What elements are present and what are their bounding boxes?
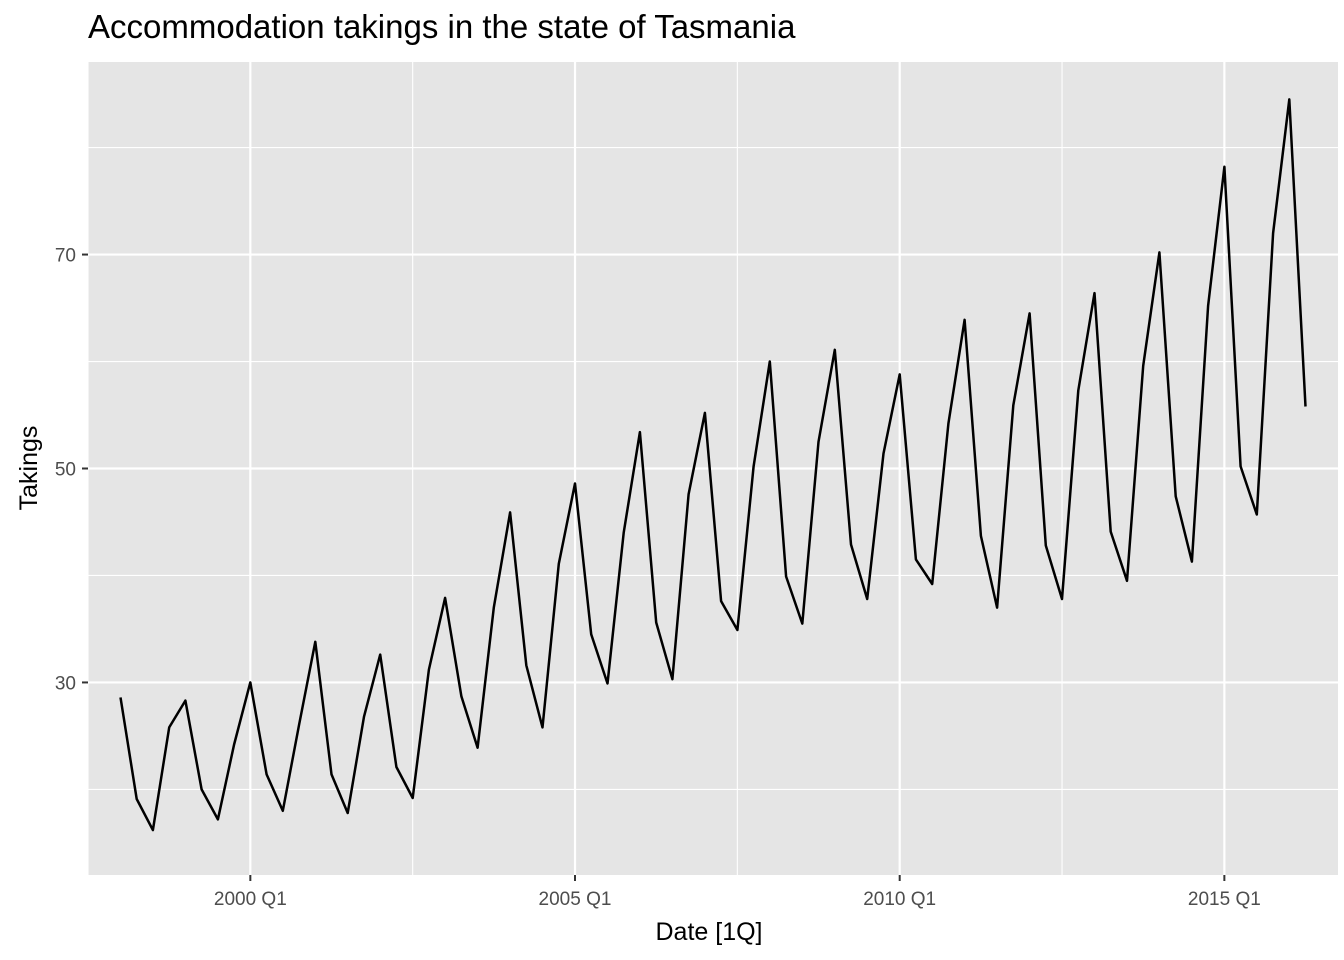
takings-series-line bbox=[119, 98, 1307, 832]
y-tick-label-1: 50 bbox=[55, 460, 76, 481]
x-tick-label-2: 2010 Q1 bbox=[863, 889, 936, 910]
x-axis-ticks: 2000 Q1 2005 Q1 2010 Q1 2015 Q1 bbox=[214, 875, 1261, 910]
major-gridlines bbox=[88, 62, 1338, 875]
y-tick-label-0: 30 bbox=[55, 673, 76, 694]
x-tick-label-3: 2015 Q1 bbox=[1188, 889, 1261, 910]
chart-title: Accommodation takings in the state of Ta… bbox=[88, 8, 796, 45]
y-tick-label-2: 70 bbox=[55, 246, 76, 267]
x-tick-label-0: 2000 Q1 bbox=[214, 889, 287, 910]
y-axis-ticks: 30 50 70 bbox=[55, 246, 88, 694]
y-axis-title: Takings bbox=[15, 426, 43, 511]
x-tick-label-1: 2005 Q1 bbox=[539, 889, 612, 910]
x-axis-title: Date [1Q] bbox=[656, 918, 763, 946]
